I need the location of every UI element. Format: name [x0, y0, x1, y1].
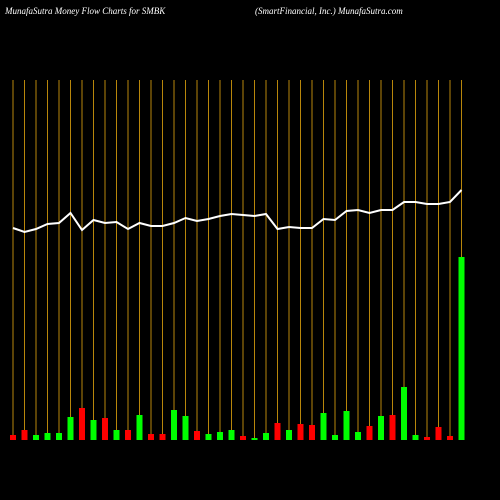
bar [182, 416, 189, 440]
bar [194, 431, 200, 440]
bar [136, 415, 143, 440]
bar [401, 387, 407, 440]
bar [159, 434, 166, 440]
bar [79, 408, 85, 440]
bar [251, 438, 258, 440]
bar [21, 430, 28, 440]
bar [447, 436, 453, 440]
bar [424, 437, 430, 440]
bar [286, 430, 292, 440]
bar [274, 423, 281, 440]
bar [435, 427, 442, 440]
bar [102, 418, 108, 440]
bar [113, 430, 120, 440]
bar [240, 436, 246, 440]
bar [332, 435, 338, 440]
bar [171, 410, 177, 440]
bar [90, 420, 97, 440]
bar [217, 432, 223, 440]
bar [389, 415, 396, 440]
price-line [12, 189, 463, 234]
bar [44, 433, 51, 440]
bar [33, 435, 39, 440]
bar [297, 424, 304, 440]
bar [148, 434, 154, 440]
bar [56, 433, 62, 440]
bar [412, 435, 419, 440]
bar [355, 432, 361, 440]
bar [205, 434, 212, 440]
bar [366, 426, 373, 440]
chart-subtitle: (SmartFinancial, Inc.) MunafaSutra.com [255, 6, 403, 16]
bar [263, 433, 269, 440]
bar [67, 417, 74, 440]
bar [10, 435, 16, 440]
bar [458, 257, 465, 440]
bar [309, 425, 315, 440]
bar [378, 416, 384, 440]
chart-title: MunafaSutra Money Flow Charts for SMBK [4, 6, 166, 16]
bar [125, 430, 131, 440]
bar [320, 413, 327, 440]
bar [343, 411, 350, 440]
bar [228, 430, 235, 440]
